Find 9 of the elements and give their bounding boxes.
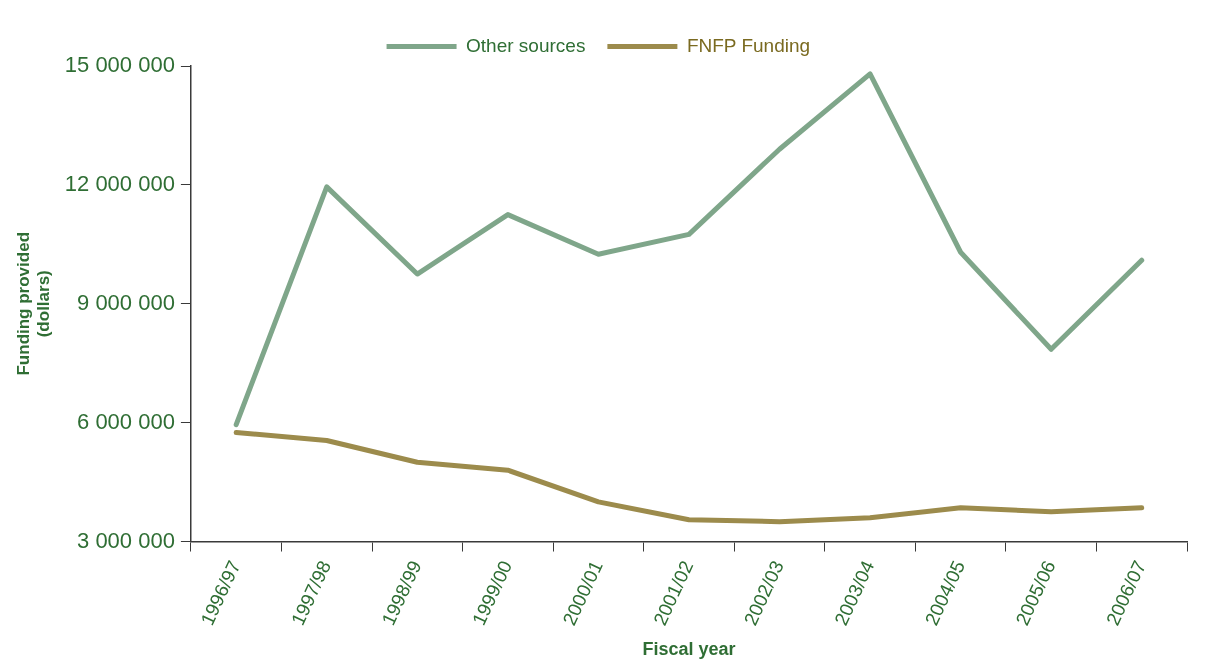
y-tick-label: 15 000 000 [64, 52, 175, 78]
y-axis-title: Funding provided (dollars) [13, 231, 54, 376]
legend-label: Other sources [466, 34, 586, 56]
y-tick-label: 3 000 000 [77, 527, 175, 553]
y-tick-label: 12 000 000 [64, 170, 175, 196]
y-tick-label: 9 000 000 [77, 289, 175, 315]
y-tick-label: 6 000 000 [77, 408, 175, 434]
legend-label: FNFP Funding [686, 34, 811, 56]
x-axis-title: Fiscal year [642, 639, 736, 660]
